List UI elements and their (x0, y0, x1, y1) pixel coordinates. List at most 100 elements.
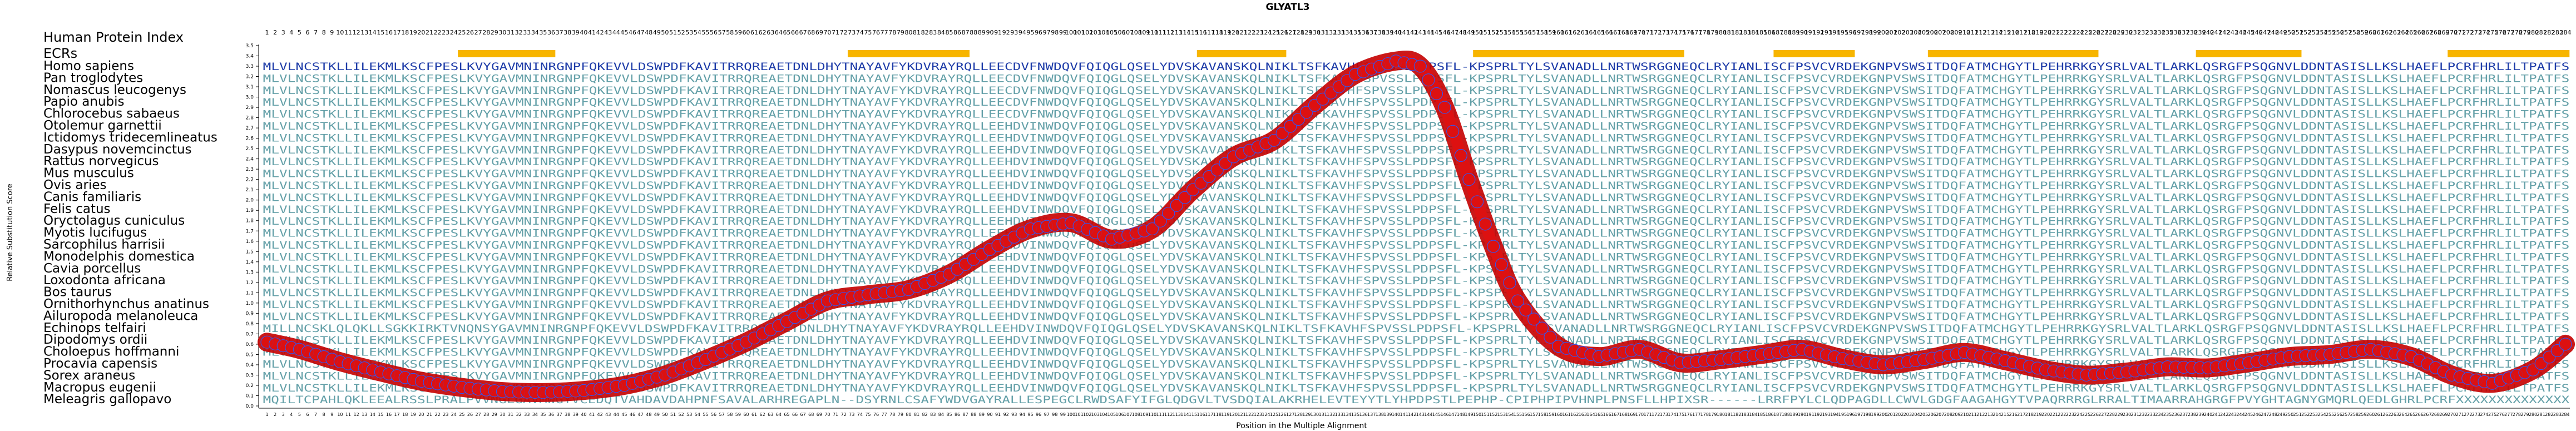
human-index-number: 248 (2267, 29, 2279, 36)
human-index-number: 105 (1106, 29, 1118, 36)
human-index-number: 85 (945, 29, 953, 36)
score-point (1454, 148, 1467, 162)
human-index-number: 283 (2552, 29, 2563, 36)
human-index-number: 155 (1512, 29, 1524, 36)
alignment-row: MLVLNCSTKLLILEKMLKSCFPESLKVYGAVMNINRGNPF… (263, 144, 2570, 156)
human-index-number: 260 (2365, 29, 2376, 36)
x-tick-label: 227 (2098, 412, 2107, 417)
species-label: Oryctolagus cuniculus (43, 214, 185, 228)
human-index-number: 135 (1349, 29, 1361, 36)
x-tick-label: 91 (995, 412, 1001, 417)
species-label: Mus musculus (43, 166, 134, 181)
y-tick-label: 3.5 (246, 43, 254, 49)
human-index-number: 66 (791, 29, 799, 36)
human-index-number: 174 (1666, 29, 1678, 36)
x-tick-label: 132 (1327, 412, 1335, 417)
x-tick-label: 228 (2107, 412, 2115, 417)
y-tick-label: 0.8 (246, 321, 254, 327)
species-label: Felis catus (43, 202, 111, 216)
alignment-rows: MLVLNCSTKLLILEKMLKSCFPESLKVYGAVMNINRGNPF… (263, 61, 2570, 406)
human-index-number: 31 (507, 29, 515, 36)
x-tick-label: 271 (2456, 412, 2464, 417)
alignment-row: MQILTCPAHLQKLEEALRSSLPRALPVVNGLGAVMWGYVC… (263, 394, 2570, 406)
score-point (1438, 101, 1451, 114)
x-tick-label: 43 (605, 412, 611, 417)
x-tick-label: 179 (1708, 412, 1717, 417)
alignment-row: MLVLNCSTKLLILEKMLKSCFPESLKVYGAVMNINRGNPF… (263, 108, 2570, 121)
human-index-number: 276 (2495, 29, 2506, 36)
x-tick-label: 13 (362, 412, 367, 417)
species-label: Myotis lucifugus (43, 226, 147, 240)
x-tick-label: 66 (792, 412, 798, 417)
alignment-row: MLVLNCSTKLLILEKMLKSCFPESLKVYGAVMNINRGNPF… (263, 382, 2570, 394)
x-tick-label: 162 (1570, 412, 1579, 417)
human-index-number: 4 (289, 29, 293, 36)
human-index-number: 250 (2283, 29, 2295, 36)
human-index-number: 161 (1561, 29, 1573, 36)
species-label: Papio anubis (43, 95, 125, 109)
human-index-number: 64 (775, 29, 783, 36)
x-tick-label: 218 (2025, 412, 2034, 417)
human-index-number: 28 (482, 29, 490, 36)
human-index-number: 204 (1910, 29, 1921, 36)
human-index-number: 39 (572, 29, 580, 36)
human-index-number: 277 (2503, 29, 2514, 36)
human-index-number: 224 (2072, 29, 2084, 36)
y-tick-label: 1.0 (246, 301, 254, 306)
human-index-number: 114 (1179, 29, 1190, 36)
x-tick-label: 166 (1603, 412, 1611, 417)
x-tick-label: 84 (938, 412, 944, 417)
human-index-number: 216 (2008, 29, 2019, 36)
human-index-number: 111 (1155, 29, 1166, 36)
x-tick-label: 254 (2317, 412, 2326, 417)
x-tick-label: 18 (402, 412, 408, 417)
human-index-number: 84 (937, 29, 945, 36)
x-tick-label: 39 (573, 412, 579, 417)
x-tick-label: 68 (808, 412, 814, 417)
x-tick-label: 274 (2480, 412, 2488, 417)
x-tick-label: 3 (282, 412, 285, 417)
x-tick-label: 243 (2228, 412, 2237, 417)
x-tick-label: 146 (1440, 412, 1448, 417)
human-index-number: 127 (1284, 29, 1296, 36)
x-tick-label: 252 (2301, 412, 2310, 417)
score-point (1422, 73, 1435, 87)
alignment-row: MLVLNCSTKLLILEKMLKSCFPESLKVYGAVMNINRGNPF… (263, 204, 2570, 216)
ecr-bar (1773, 50, 1855, 57)
human-index-number: 78 (888, 29, 896, 36)
x-tick-label: 204 (1911, 412, 1920, 417)
human-index-number: 60 (742, 29, 750, 36)
human-index-number: 257 (2340, 29, 2352, 36)
human-index-number: 86 (953, 29, 961, 36)
x-tick-label: 20 (418, 412, 424, 417)
human-index-number: 184 (1747, 29, 1759, 36)
ecr-bar (1196, 50, 1287, 57)
human-index-number: 233 (2145, 29, 2157, 36)
human-index-number: 141 (1398, 29, 1410, 36)
human-index-number: 3 (281, 29, 285, 36)
species-label: Echinops telfairi (43, 321, 146, 335)
human-index-number: 191 (1804, 29, 1816, 36)
human-index-number: 160 (1552, 29, 1564, 36)
x-tick-label: 250 (2285, 412, 2293, 417)
x-tick-label: 155 (1514, 412, 1522, 417)
human-index-number: 20 (417, 29, 425, 36)
human-index-number: 92 (1002, 29, 1010, 36)
score-point (1170, 199, 1183, 212)
x-tick-label: 32 (516, 412, 522, 417)
human-index-number: 227 (2097, 29, 2108, 36)
human-index-number: 116 (1195, 29, 1207, 36)
human-index-number: 269 (2437, 29, 2449, 36)
x-tick-label: 188 (1782, 412, 1790, 417)
human-index-number: 109 (1138, 29, 1150, 36)
human-index-number: 2 (273, 29, 277, 36)
human-index-number: 188 (1780, 29, 1792, 36)
human-index-number: 32 (515, 29, 523, 36)
x-tick-label: 197 (1855, 412, 1863, 417)
x-tick-label: 215 (2001, 412, 2009, 417)
alignment-row: MLVLNCSTKLLILEKMLKSCFPESLKVYGAVMNINRGNPF… (263, 96, 2570, 108)
human-index-number: 10 (336, 29, 344, 36)
human-index-number: 261 (2373, 29, 2385, 36)
x-tick-label: 262 (2382, 412, 2391, 417)
species-label: Homo sapiens (43, 59, 134, 73)
